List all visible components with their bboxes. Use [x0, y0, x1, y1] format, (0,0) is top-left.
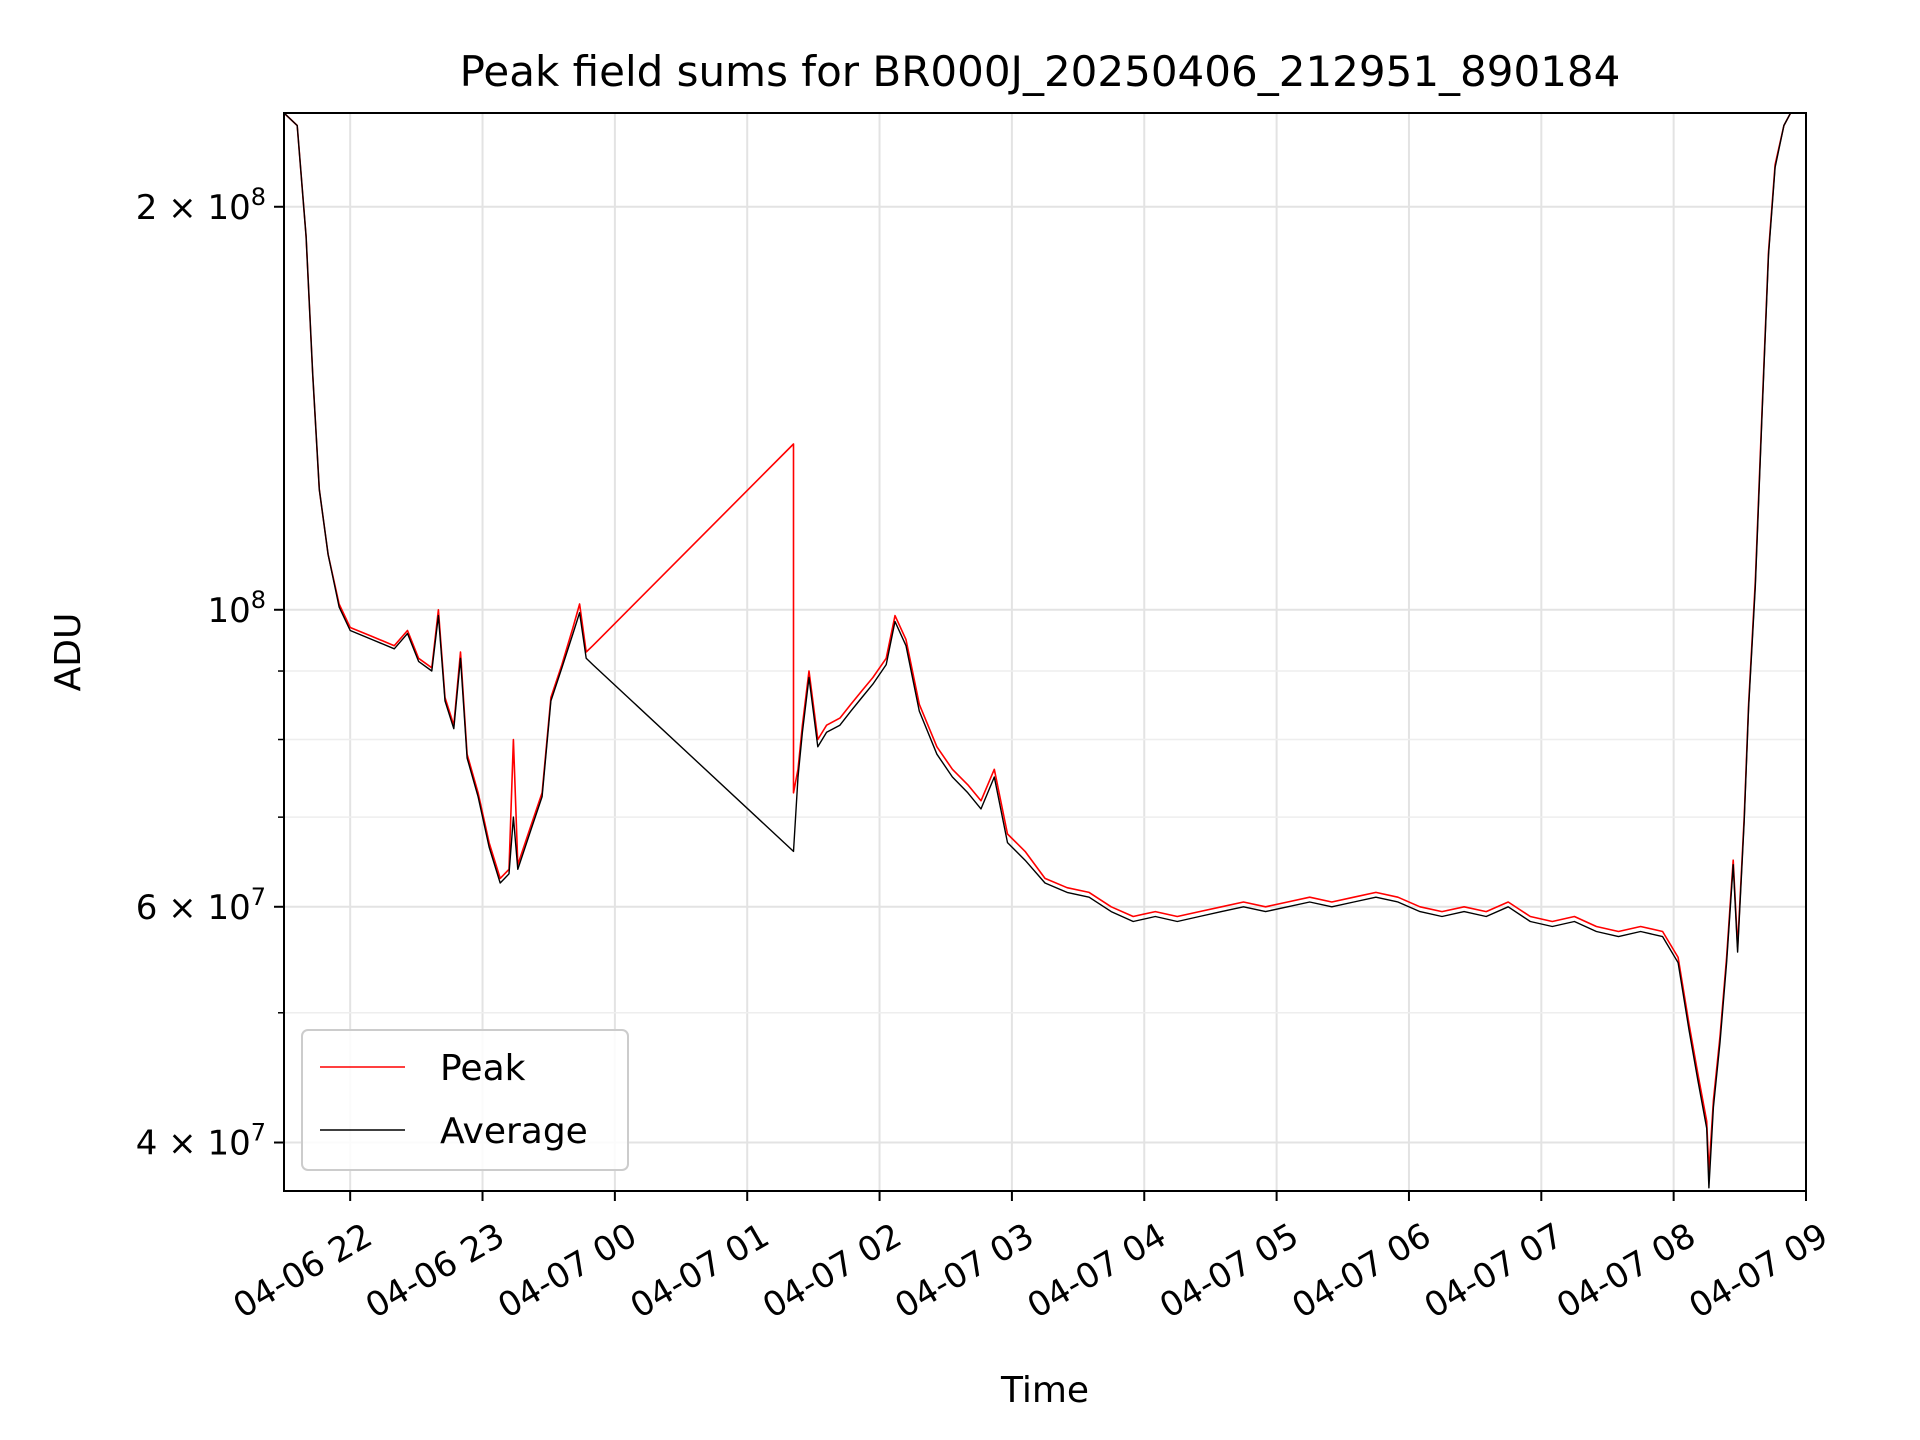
y-tick-label: 4 × 107: [136, 1119, 266, 1164]
legend-box: [301, 1029, 629, 1171]
series-line-average: [283, 112, 1792, 1189]
y-tick-label: 2 × 108: [136, 183, 266, 228]
y-axis: 4 × 107 6 × 107 108 2 × 108: [136, 183, 284, 1164]
y-tick-label: 108: [207, 586, 266, 631]
legend-label-peak: Peak: [440, 1048, 526, 1089]
plot-area: [284, 113, 1806, 1191]
chart-title: Peak field sums for BR000J_20250406_2129…: [460, 47, 1621, 96]
plot-frame: [283, 112, 1807, 1192]
legend: Peak Average: [301, 1029, 629, 1171]
y-axis-label: ADU: [48, 613, 89, 692]
y-tick-label: 6 × 107: [136, 883, 266, 928]
series-lines: [283, 112, 1792, 1189]
legend-label-average: Average: [440, 1111, 588, 1152]
x-axis-label: Time: [1000, 1370, 1089, 1411]
